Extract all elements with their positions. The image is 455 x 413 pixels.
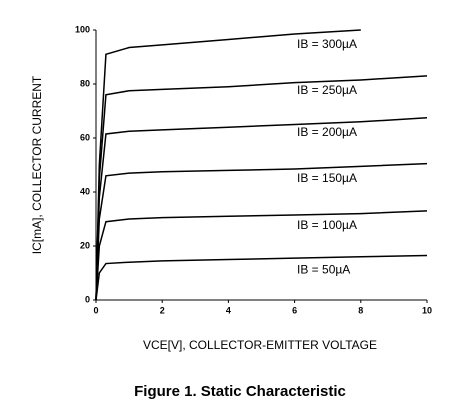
y-tick-label: 60 [80,132,90,142]
y-axis-label: IC[mA], COLLECTOR CURRENT [30,75,44,254]
curve [95,75,428,301]
curve [95,162,428,301]
y-tick-label: 100 [75,24,90,34]
x-axis-label: VCE[V], COLLECTOR-EMITTER VOLTAGE [143,338,377,352]
curve [95,117,428,301]
curve-label: IB = 300µA [297,37,357,51]
x-tick-label: 8 [358,305,363,315]
y-tick-label: 20 [80,240,90,250]
chart-title: Figure 1. Static Characteristic [134,383,346,400]
curve [95,254,428,301]
curve [95,29,361,301]
curve-label: IB = 250µA [297,83,357,97]
x-tick-label: 2 [160,305,165,315]
x-tick-label: 10 [422,305,432,315]
y-tick-label: 40 [80,186,90,196]
curve [95,210,428,301]
curve-label: IB = 100µA [297,218,357,232]
x-tick-label: 4 [226,305,231,315]
curve-label: IB = 200µA [297,125,357,139]
y-tick-label: 80 [80,78,90,88]
curve-label: IB = 150µA [297,171,357,185]
x-tick-label: 6 [292,305,297,315]
y-tick-label: 0 [85,294,90,304]
x-tick-label: 0 [93,305,98,315]
curve-label: IB = 50µA [297,263,350,277]
